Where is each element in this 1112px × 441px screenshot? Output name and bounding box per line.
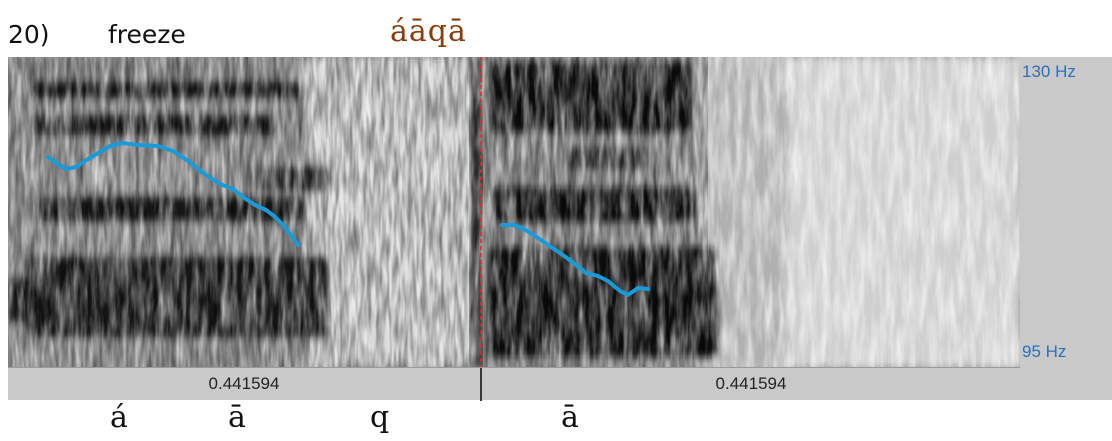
- duration-right-value: 0.441594: [715, 374, 787, 393]
- pitch-track-2: [500, 223, 650, 297]
- duration-right-segment[interactable]: 0.441594: [482, 368, 1020, 400]
- spectrogram-panel[interactable]: [8, 57, 1020, 367]
- pitch-track-1: [46, 141, 300, 247]
- gloss-label: freeze: [108, 20, 186, 49]
- segment-label-3: q: [370, 400, 390, 435]
- freq-min-label: 95 Hz: [1022, 342, 1067, 361]
- segment-divider: [480, 368, 482, 401]
- freq-max-label: 130 Hz: [1022, 62, 1076, 81]
- segment-label-4: ā: [561, 400, 579, 435]
- right-gutter: [1020, 57, 1112, 400]
- duration-left-value: 0.441594: [208, 374, 280, 393]
- transcription-label: áāqā: [390, 14, 467, 49]
- segment-label-1: á: [110, 400, 128, 435]
- segment-label-2: ā: [228, 400, 246, 435]
- duration-bar: 0.441594 0.441594: [8, 367, 1020, 401]
- spectrogram-image: [8, 57, 1020, 367]
- duration-left-segment[interactable]: 0.441594: [8, 368, 480, 400]
- example-number: 20): [8, 20, 50, 49]
